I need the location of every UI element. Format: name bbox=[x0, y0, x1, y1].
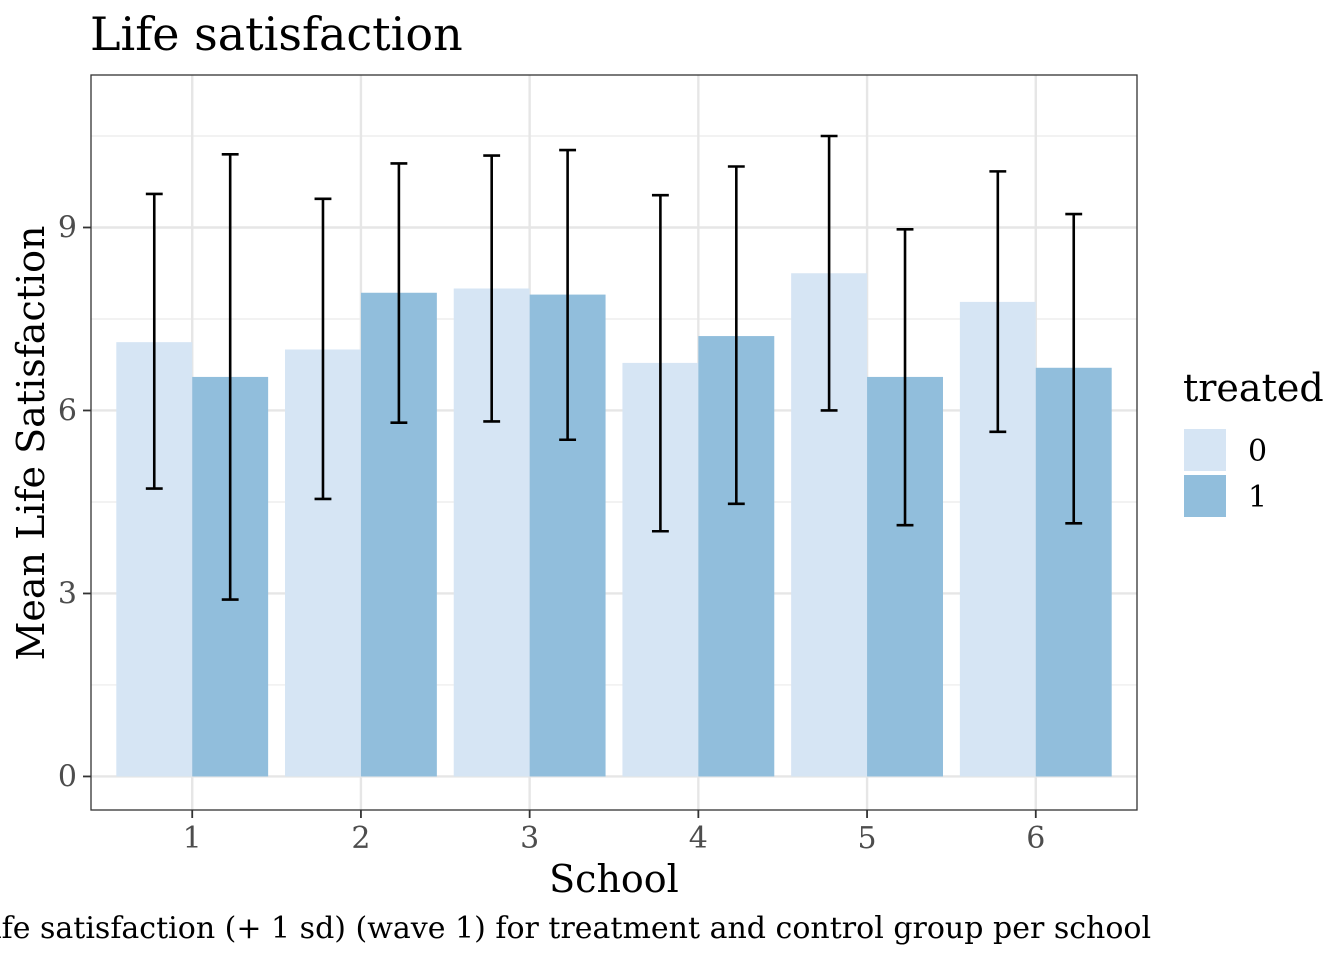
x-tick-label: 3 bbox=[520, 821, 539, 856]
legend: treated 0 1 bbox=[1183, 366, 1324, 517]
errorbar-treated-0-school-3 bbox=[483, 154, 501, 423]
legend-label-0: 0 bbox=[1248, 434, 1267, 469]
x-tick-label: 2 bbox=[351, 821, 370, 856]
errorbar-treated-1-school-2 bbox=[390, 162, 408, 424]
x-tick-label: 4 bbox=[689, 821, 708, 856]
errorbar-treated-0-school-1 bbox=[145, 192, 163, 490]
x-tick-label: 5 bbox=[858, 821, 877, 856]
bars bbox=[116, 273, 1112, 777]
error-bars bbox=[145, 134, 1083, 601]
legend-label-1: 1 bbox=[1248, 480, 1267, 515]
y-tick-label: 6 bbox=[58, 393, 77, 428]
errorbar-treated-1-school-3 bbox=[559, 148, 577, 442]
legend-key-0 bbox=[1184, 429, 1226, 471]
y-tick-label: 9 bbox=[58, 210, 77, 245]
caption: ife satisfaction (+ 1 sd) (wave 1) for t… bbox=[0, 911, 1151, 946]
y-axis-title: Mean Life Satisfaction bbox=[9, 225, 53, 660]
legend-title: treated bbox=[1183, 366, 1324, 410]
y-tick-label: 3 bbox=[58, 576, 77, 611]
errorbar-treated-0-school-6 bbox=[989, 170, 1007, 434]
errorbar-treated-0-school-5 bbox=[820, 134, 838, 412]
errorbar-treated-1-school-4 bbox=[727, 165, 745, 506]
errorbar-treated-1-school-5 bbox=[896, 228, 914, 527]
legend-key-1 bbox=[1184, 475, 1226, 517]
errorbar-treated-1-school-1 bbox=[221, 152, 239, 601]
x-tick-label: 6 bbox=[1026, 821, 1045, 856]
errorbar-treated-0-school-2 bbox=[314, 197, 332, 501]
plot-panel-border bbox=[90, 74, 1138, 811]
errorbar-treated-0-school-4 bbox=[651, 193, 669, 533]
y-tick-label: 0 bbox=[58, 759, 77, 794]
x-tick-label: 1 bbox=[183, 821, 202, 856]
errorbar-treated-1-school-6 bbox=[1065, 212, 1083, 525]
x-axis-title: School bbox=[549, 857, 679, 901]
chart-title: Life satisfaction bbox=[90, 7, 463, 61]
